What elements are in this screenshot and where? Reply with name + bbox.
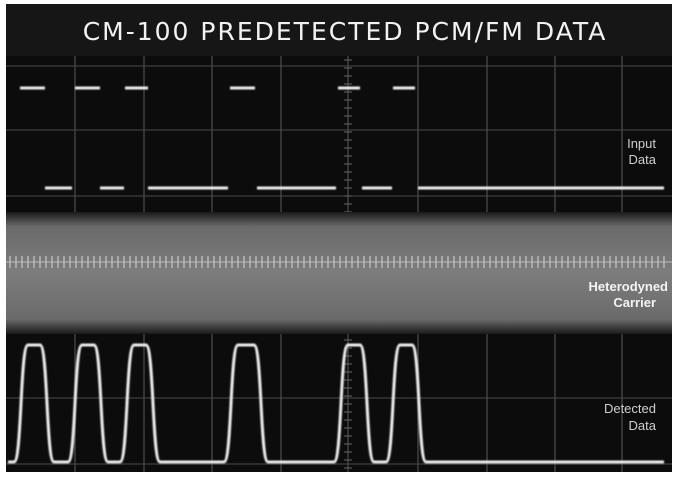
carrier-label-1: Heterodyned [589, 279, 669, 294]
carrier-label-2: Carrier [613, 295, 656, 310]
detected-label-2: Data [629, 418, 657, 433]
detected-label-1: Detected [604, 401, 656, 416]
carrier-band [6, 212, 672, 334]
title: CM-100 PREDETECTED PCM/FM DATA [83, 17, 608, 46]
oscilloscope-photo: CM-100 PREDETECTED PCM/FM DATA Input Dat… [0, 0, 678, 478]
input-label-2: Data [629, 152, 657, 167]
input-label-1: Input [627, 136, 656, 151]
